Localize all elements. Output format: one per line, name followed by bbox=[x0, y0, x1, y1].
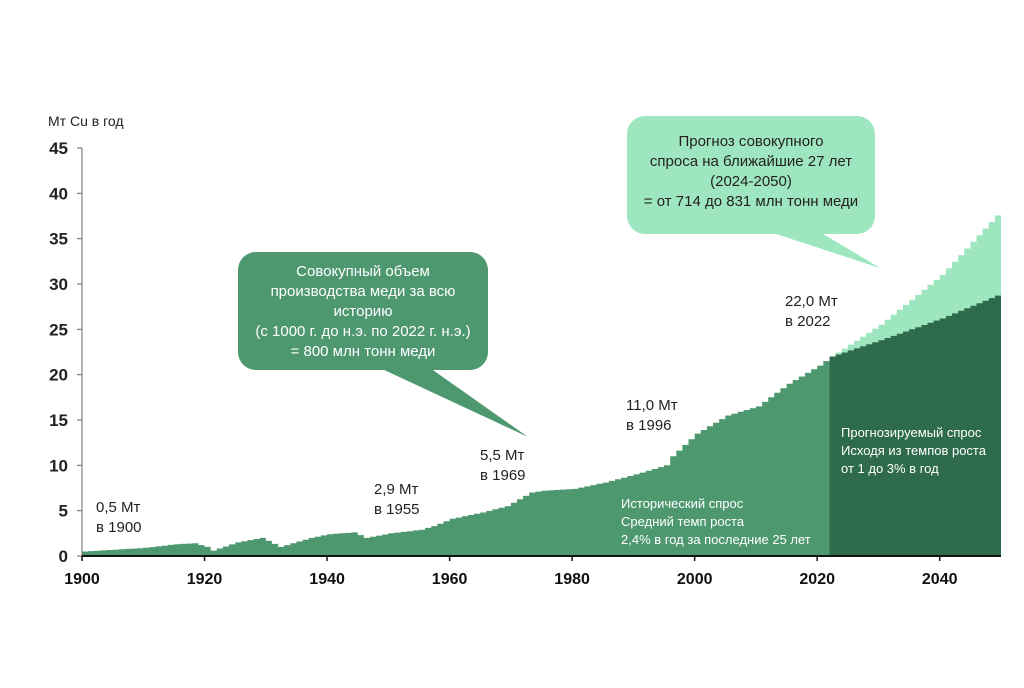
inner-note: Исторический спрос Средний темп роста 2,4%… bbox=[621, 496, 811, 547]
y-tick-label: 40 bbox=[49, 184, 68, 203]
x-tick-label: 1920 bbox=[187, 571, 223, 588]
y-tick-label: 0 bbox=[59, 547, 68, 566]
x-tick-label: 1900 bbox=[64, 571, 100, 588]
x-ticks: 1900 1920 1940 1960 1980 2000 2020 2040 bbox=[64, 556, 958, 588]
y-tick-label: 5 bbox=[59, 502, 68, 521]
value-label: 22,0 Мт в 2022 bbox=[785, 293, 838, 330]
x-tick-label: 1980 bbox=[554, 571, 590, 588]
y-tick-label: 45 bbox=[49, 139, 68, 158]
y-tick-label: 15 bbox=[49, 411, 68, 430]
historical-area bbox=[82, 361, 830, 556]
x-tick-label: 2040 bbox=[922, 571, 958, 588]
callout-text: Прогноз совокупного спроса на ближайшие 2… bbox=[644, 133, 858, 210]
axes bbox=[81, 148, 1001, 557]
forecast-low-area bbox=[829, 295, 1001, 556]
value-label: 11,0 Мт в 1996 bbox=[626, 397, 678, 434]
value-label: 0,5 Мт в 1900 bbox=[96, 499, 142, 536]
y-tick-label: 30 bbox=[49, 275, 68, 294]
y-ticks: 0 5 10 15 20 25 30 35 40 45 bbox=[49, 139, 82, 566]
y-tick-label: 10 bbox=[49, 456, 68, 475]
y-tick-label: 25 bbox=[49, 320, 68, 339]
inner-notes: Исторический спрос Средний темп роста 2,4%… bbox=[621, 425, 987, 547]
callout-bubble bbox=[238, 252, 488, 370]
y-tick-label: 20 bbox=[49, 366, 68, 385]
callout-box: Совокупный объем производства меди за всю… bbox=[238, 252, 528, 437]
callouts: Совокупный объем производства меди за всю… bbox=[238, 116, 880, 437]
x-tick-label: 2020 bbox=[799, 571, 835, 588]
callout-pointer bbox=[770, 232, 880, 268]
value-label: 5,5 Мт в 1969 bbox=[480, 447, 526, 484]
inner-note: Прогнозируемый спрос Исходя из темпов рос… bbox=[841, 425, 987, 476]
y-axis-label: Мт Cu в год bbox=[48, 113, 124, 129]
area-series bbox=[82, 215, 1001, 556]
y-tick-label: 35 bbox=[49, 230, 68, 249]
callout-box: Прогноз совокупного спроса на ближайшие 2… bbox=[627, 116, 880, 268]
x-tick-label: 2000 bbox=[677, 571, 713, 588]
x-tick-label: 1940 bbox=[309, 571, 345, 588]
callout-bubble bbox=[627, 116, 875, 234]
callout-pointer bbox=[380, 368, 528, 437]
value-labels: 0,5 Мт в 1900 2,9 Мт в 1955 5,5 Мт в 1969 11,0… bbox=[96, 293, 838, 536]
value-label: 2,9 Мт в 1955 bbox=[374, 481, 420, 518]
x-tick-label: 1960 bbox=[432, 571, 468, 588]
callout-text: Совокупный объем производства меди за всю… bbox=[255, 263, 470, 360]
